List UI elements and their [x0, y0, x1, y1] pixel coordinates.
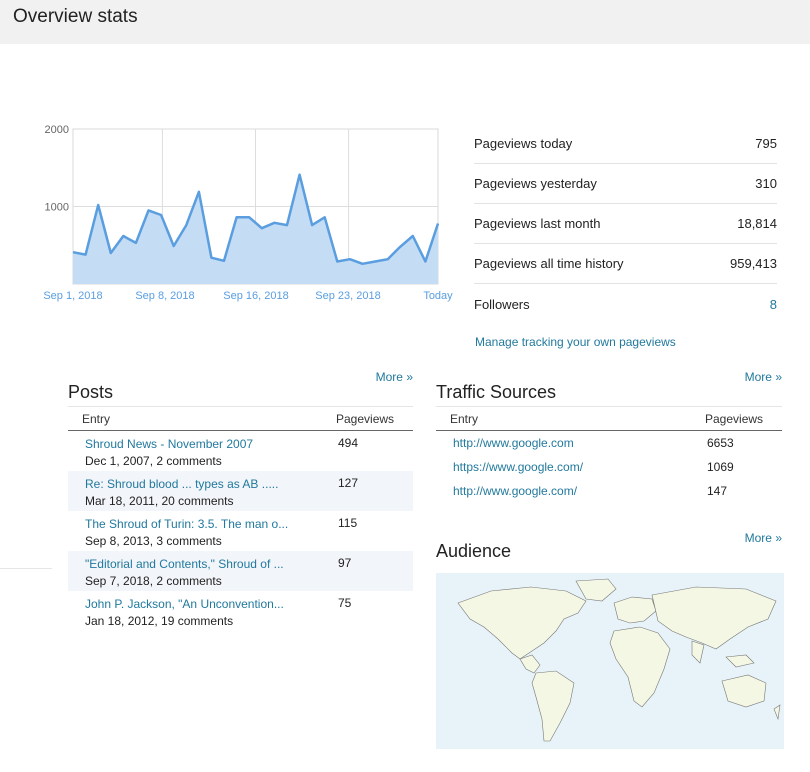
page-title: Overview stats	[13, 6, 138, 27]
post-title-link[interactable]: Re: Shroud blood ... types as AB .....	[85, 477, 279, 491]
table-row: https://www.google.com/ 1069	[436, 455, 782, 479]
post-views: 127	[338, 476, 359, 490]
stats-table: Pageviews today 795 Pageviews yesterday …	[474, 124, 777, 324]
col-entry: Entry	[450, 411, 479, 426]
audience-world-map[interactable]	[436, 573, 784, 749]
source-link[interactable]: http://www.google.com	[453, 436, 574, 450]
stat-value: 18,814	[737, 216, 777, 231]
post-views: 97	[338, 556, 352, 570]
table-row: The Shroud of Turin: 3.5. The man o... Se…	[68, 511, 413, 551]
x-tick-label: Sep 16, 2018	[223, 290, 288, 302]
manage-tracking-link[interactable]: Manage tracking your own pageviews	[475, 335, 676, 349]
divider	[0, 568, 52, 569]
x-tick-label: Today	[423, 290, 453, 302]
col-entry: Entry	[82, 411, 111, 426]
post-title-link[interactable]: "Editorial and Contents," Shroud of ...	[85, 557, 284, 571]
col-pageviews: Pageviews	[705, 411, 764, 426]
table-row: http://www.google.com/ 147	[436, 479, 782, 503]
table-row: "Editorial and Contents," Shroud of ... S…	[68, 551, 413, 591]
posts-title: Posts	[68, 382, 114, 402]
traffic-table-header: Entry Pageviews	[436, 406, 782, 431]
stat-label: Followers	[474, 296, 530, 312]
post-views: 115	[338, 516, 358, 530]
stat-label: Pageviews yesterday	[474, 176, 597, 191]
table-row: John P. Jackson, "An Unconvention... Jan …	[68, 591, 413, 631]
stat-row-yesterday: Pageviews yesterday 310	[474, 164, 777, 204]
series-area	[73, 174, 438, 284]
world-map-icon	[457, 578, 781, 742]
post-views: 75	[338, 596, 352, 610]
x-tick-label: Sep 8, 2018	[135, 290, 194, 302]
stat-row-all-time: Pageviews all time history 959,413	[474, 244, 777, 284]
source-link[interactable]: https://www.google.com/	[453, 460, 584, 474]
traffic-table: Entry Pageviews http://www.google.com 66…	[436, 406, 782, 503]
y-tick-label: 1000	[45, 202, 69, 214]
post-title-link[interactable]: Shroud News - November 2007	[85, 437, 254, 451]
pageviews-chart: 2000 1000 Sep 1, 2018 Sep 8, 2018 Sep 16, 20…	[43, 124, 453, 302]
x-tick-label: Sep 23, 2018	[315, 290, 380, 302]
stat-value: 959,413	[730, 256, 777, 271]
post-meta: Sep 7, 2018, 2 comments	[85, 574, 222, 588]
audience-title: Audience	[436, 541, 512, 561]
stat-label: Pageviews all time history	[474, 256, 624, 271]
source-views: 6653	[707, 436, 734, 450]
stat-row-last-month: Pageviews last month 18,814	[474, 204, 777, 244]
source-views: 147	[707, 484, 728, 498]
post-meta: Sep 8, 2013, 3 comments	[85, 534, 222, 548]
table-row: Re: Shroud blood ... types as AB ..... Ma…	[68, 471, 413, 511]
posts-more-link[interactable]: More »	[375, 370, 413, 384]
col-pageviews: Pageviews	[336, 411, 395, 426]
posts-table: Entry Pageviews Shroud News - November 2…	[68, 406, 413, 631]
stat-value: 310	[755, 176, 777, 191]
audience-panel: More » Audience	[436, 531, 782, 567]
post-meta: Dec 1, 2007, 2 comments	[85, 454, 222, 468]
series-line	[72, 173, 440, 266]
stat-value: 795	[755, 136, 777, 151]
y-tick-label: 2000	[45, 124, 69, 136]
posts-panel: More » Posts Entry Pageviews Shroud News…	[68, 370, 413, 640]
stat-row-today: Pageviews today 795	[474, 124, 777, 164]
stat-label: Pageviews last month	[474, 216, 601, 231]
post-title-link[interactable]: John P. Jackson, "An Unconvention...	[85, 597, 284, 611]
posts-table-header: Entry Pageviews	[68, 406, 413, 431]
x-tick-label: Sep 1, 2018	[43, 290, 102, 302]
post-title-link[interactable]: The Shroud of Turin: 3.5. The man o...	[85, 517, 289, 531]
table-row: http://www.google.com 6653	[436, 431, 782, 455]
header-bar: Overview stats	[0, 0, 810, 44]
audience-more-link[interactable]: More »	[744, 531, 782, 545]
table-row: Shroud News - November 2007 Dec 1, 2007, …	[68, 431, 413, 471]
post-views: 494	[338, 436, 359, 450]
source-views: 1069	[707, 460, 734, 474]
traffic-title: Traffic Sources	[436, 382, 557, 402]
stat-row-followers: Followers 8	[474, 284, 777, 324]
source-link[interactable]: http://www.google.com/	[453, 484, 578, 498]
followers-count-link[interactable]: 8	[769, 296, 777, 312]
post-meta: Mar 18, 2011, 20 comments	[85, 494, 234, 508]
traffic-more-link[interactable]: More »	[744, 370, 782, 384]
post-meta: Jan 18, 2012, 19 comments	[85, 614, 234, 628]
stat-label: Pageviews today	[474, 136, 573, 151]
traffic-sources-panel: More » Traffic Sources Entry Pageviews h…	[436, 370, 782, 510]
